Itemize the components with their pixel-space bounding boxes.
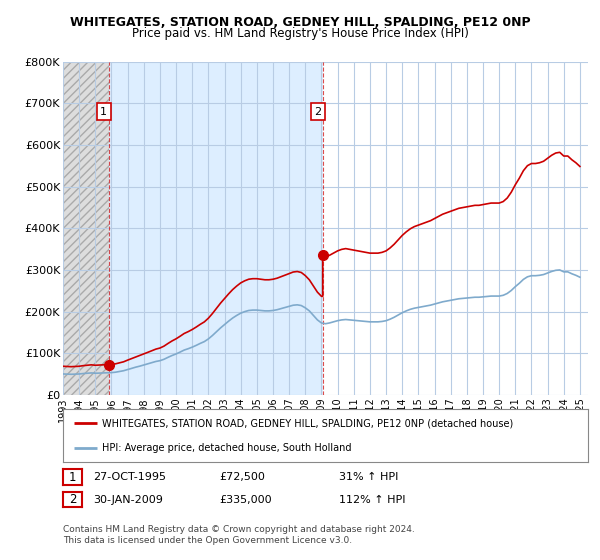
Bar <box>109 62 323 395</box>
Text: 31% ↑ HPI: 31% ↑ HPI <box>339 472 398 482</box>
Bar <box>63 62 109 395</box>
Text: £72,500: £72,500 <box>219 472 265 482</box>
Text: 2: 2 <box>314 106 322 116</box>
Text: 2: 2 <box>69 493 76 506</box>
Text: 1: 1 <box>100 106 107 116</box>
Text: 112% ↑ HPI: 112% ↑ HPI <box>339 494 406 505</box>
Text: 30-JAN-2009: 30-JAN-2009 <box>93 494 163 505</box>
Text: WHITEGATES, STATION ROAD, GEDNEY HILL, SPALDING, PE12 0NP: WHITEGATES, STATION ROAD, GEDNEY HILL, S… <box>70 16 530 29</box>
Text: £335,000: £335,000 <box>219 494 272 505</box>
Text: Price paid vs. HM Land Registry's House Price Index (HPI): Price paid vs. HM Land Registry's House … <box>131 27 469 40</box>
Text: HPI: Average price, detached house, South Holland: HPI: Average price, detached house, Sout… <box>103 442 352 452</box>
Bar <box>323 62 588 395</box>
Text: WHITEGATES, STATION ROAD, GEDNEY HILL, SPALDING, PE12 0NP (detached house): WHITEGATES, STATION ROAD, GEDNEY HILL, S… <box>103 418 514 428</box>
Text: 27-OCT-1995: 27-OCT-1995 <box>93 472 166 482</box>
Text: Contains HM Land Registry data © Crown copyright and database right 2024.
This d: Contains HM Land Registry data © Crown c… <box>63 525 415 545</box>
Text: 1: 1 <box>69 470 76 484</box>
